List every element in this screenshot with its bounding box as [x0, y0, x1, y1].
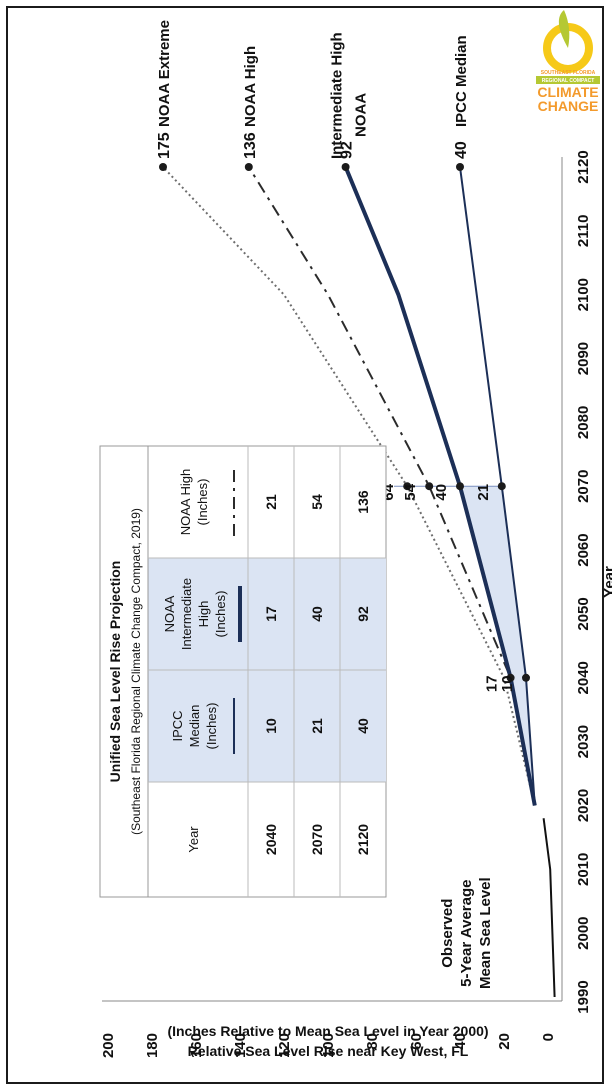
- logo-band: [536, 76, 600, 84]
- series-end-value: 92: [339, 141, 356, 159]
- table-cell: 92: [355, 606, 371, 622]
- series-endpoint: [341, 163, 350, 171]
- table-header-cell: (Inches): [213, 591, 228, 638]
- y-axis-title-line2: (Inches Relative to Mean Sea Level in Ye…: [167, 1023, 488, 1039]
- table-header-cell: NOAA: [162, 595, 177, 632]
- planning-horizon-shading: [460, 486, 535, 806]
- y-tick-label: 60: [408, 1033, 425, 1050]
- series-end-name-line1: NOAA: [353, 93, 370, 137]
- table-cell: 2120: [355, 824, 371, 855]
- table-cell: 40: [309, 606, 325, 622]
- observed-label-3: Mean Sea Level: [477, 877, 494, 989]
- y-tick-label: 120: [276, 1033, 293, 1058]
- table-header-cell: Year: [186, 826, 201, 853]
- data-point-label: 40: [433, 484, 450, 501]
- x-tick-label: 2050: [575, 597, 592, 630]
- x-tick-label: 2100: [575, 278, 592, 311]
- table-header-cell: (Inches): [204, 703, 219, 750]
- series-end-value: 175: [156, 132, 173, 159]
- series-end-name: IPCC Median: [453, 35, 470, 127]
- series-endpoint: [159, 163, 167, 171]
- x-tick-label: 2120: [575, 150, 592, 183]
- observed-label-2: 5-Year Average: [458, 880, 475, 987]
- series-end-value: 136: [242, 132, 259, 159]
- climate-change-compact-logo: SOUTHEAST FLORIDA REGIONAL COMPACT CLIMA…: [536, 10, 600, 114]
- table-header-cell: NOAA High: [178, 469, 193, 535]
- logo-line4: CHANGE: [538, 98, 599, 114]
- y-tick-label: 180: [144, 1033, 161, 1058]
- x-tick-label: 2030: [575, 725, 592, 758]
- y-tick-label: 160: [188, 1033, 205, 1058]
- table-cell: 40: [355, 718, 371, 734]
- table-highlight-col: [148, 670, 386, 782]
- y-tick-label: 0: [540, 1033, 557, 1041]
- logo-line2: REGIONAL COMPACT: [542, 78, 595, 84]
- x-axis-title: Year: [601, 566, 612, 598]
- x-tick-label: 2020: [575, 789, 592, 822]
- series-end-name: NOAA High: [242, 46, 259, 127]
- data-point-label: 21: [475, 484, 492, 501]
- table-cell: 21: [263, 494, 279, 510]
- data-point-marker: [506, 673, 515, 682]
- y-tick-label: 40: [452, 1033, 469, 1050]
- series-endpoint: [456, 163, 464, 171]
- data-point-marker: [403, 482, 412, 491]
- x-tick-label: 2040: [575, 661, 592, 694]
- x-tick-label: 2000: [575, 916, 592, 949]
- table-cell: 136: [355, 490, 371, 514]
- y-tick-label: 20: [496, 1033, 513, 1050]
- table-header-cell: Intermediate: [179, 578, 194, 650]
- data-point-label: 54: [402, 483, 419, 500]
- x-tick-label: 1990: [575, 980, 592, 1013]
- table-cell: 17: [263, 606, 279, 622]
- data-point-marker: [425, 482, 434, 491]
- data-point-marker: [497, 482, 506, 491]
- x-tick-label: 2080: [575, 406, 592, 439]
- observed-sea-level-line: [542, 818, 556, 998]
- series-end-value: 40: [453, 141, 470, 159]
- table-header-cell: IPCC: [170, 710, 185, 741]
- series-endpoint: [244, 163, 253, 171]
- y-axis-title: Relative Sea Level Rise near Key West, F…: [167, 1023, 488, 1059]
- y-tick-label: 140: [232, 1033, 249, 1058]
- y-tick-label: 100: [320, 1033, 337, 1058]
- data-point-marker: [522, 673, 530, 682]
- table-header-cell: Median: [187, 705, 202, 748]
- data-point-marker: [456, 482, 464, 491]
- table-highlight-col: [148, 558, 386, 670]
- series-line-ipcc-median: [459, 166, 536, 806]
- x-tick-label: 2010: [575, 853, 592, 886]
- table-cell: 54: [309, 494, 325, 510]
- logo-line1: SOUTHEAST FLORIDA: [541, 70, 596, 76]
- table-header-cell: (Inches): [195, 479, 210, 526]
- x-tick-label: 2060: [575, 533, 592, 566]
- logo-line3: CLIMATE: [537, 84, 598, 100]
- table-subtitle: (Southeast Florida Regional Climate Chan…: [129, 508, 143, 835]
- table-cell: 21: [309, 718, 325, 734]
- y-axis-title-line1: Relative Sea Level Rise near Key West, F…: [188, 1043, 469, 1059]
- x-tick-label: 2070: [575, 470, 592, 503]
- data-point-label: 17: [484, 675, 501, 692]
- x-tick-label: 2110: [575, 215, 592, 248]
- series-end-name-line2: Intermediate High: [329, 32, 346, 159]
- observed-label-1: Observed: [439, 899, 456, 968]
- table-cell: 2040: [263, 824, 279, 855]
- table-cell: 10: [263, 718, 279, 734]
- y-tick-label: 80: [364, 1033, 381, 1050]
- y-tick-label: 200: [100, 1033, 117, 1058]
- table-cell: 2070: [309, 824, 325, 855]
- data-point-label: 10: [499, 675, 516, 692]
- table-header-cell: High: [196, 601, 211, 628]
- table-title: Unified Sea Level Rise Projection: [107, 561, 123, 783]
- x-tick-label: 2090: [575, 342, 592, 375]
- logo-leaf-icon: [558, 10, 570, 48]
- series-end-name: NOAA Extreme: [156, 20, 173, 127]
